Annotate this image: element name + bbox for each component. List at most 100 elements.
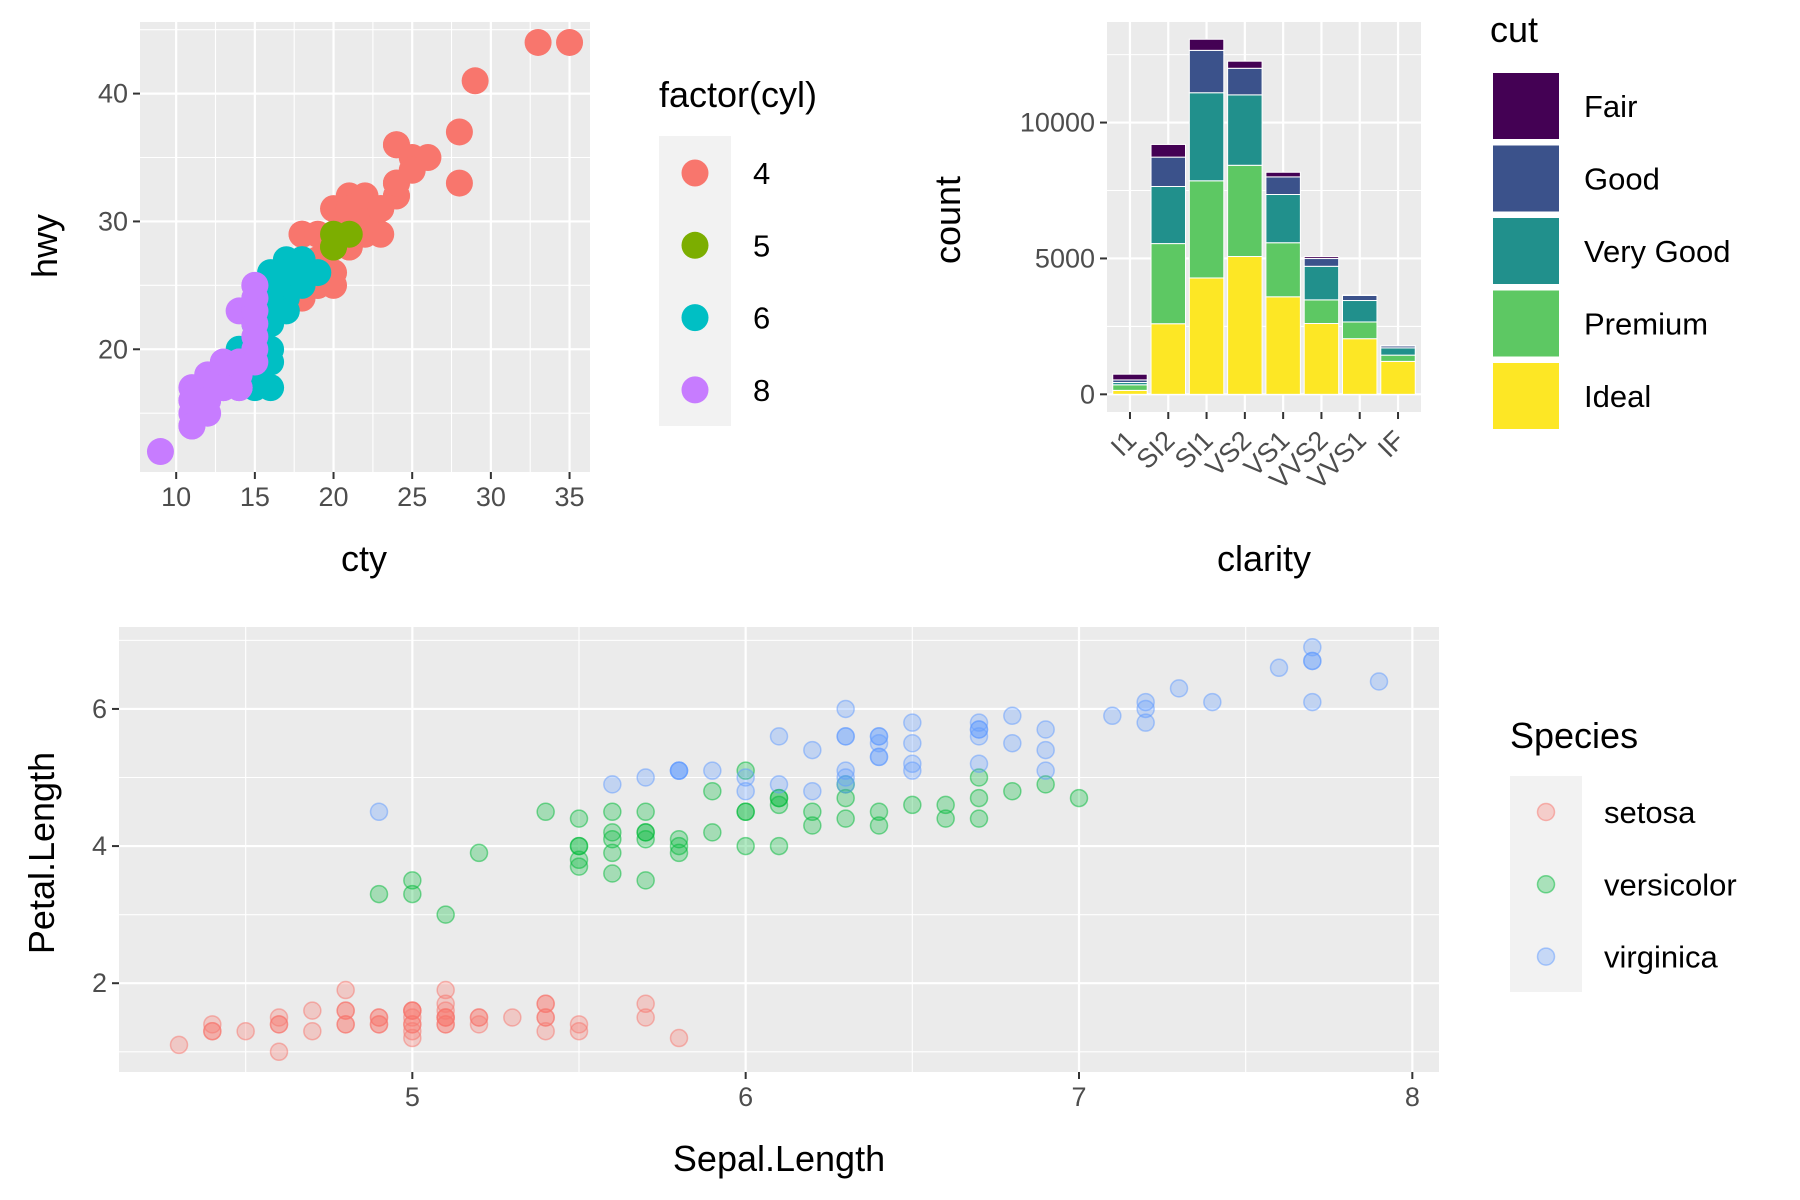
iris-point-setosa [303, 1001, 322, 1020]
mpg-point-cyl-4 [556, 28, 584, 56]
iris-point-setosa [203, 1021, 222, 1041]
mpg-point-cyl-4 [461, 67, 489, 95]
iris-point-virginica [1103, 706, 1122, 726]
bar-si1-premium [1188, 180, 1225, 279]
bar-si2-very-good [1150, 186, 1187, 245]
iris-point-setosa [336, 980, 355, 1000]
iris-point-versicolor [536, 802, 555, 822]
diamonds-y-axis-title: count [927, 176, 968, 264]
iris-point-versicolor [869, 816, 889, 835]
iris-point-setosa [569, 1021, 589, 1041]
bar-vvs2-good [1303, 258, 1340, 267]
iris-point-versicolor [436, 905, 455, 924]
diamonds-x-axis-title: clarity [1217, 538, 1311, 579]
mpg-point-cyl-4 [524, 28, 552, 56]
iris-point-setosa [269, 1042, 289, 1062]
iris-point-setosa [336, 1001, 355, 1020]
mpg-x-tick-label: 20 [319, 482, 349, 512]
cut-legend-label-ideal: Ideal [1584, 379, 1651, 414]
iris-point-setosa [403, 1008, 422, 1027]
mpg-legend-label-8: 8 [753, 373, 770, 408]
iris-point-setosa [436, 994, 455, 1014]
iris-x-tick-label: 6 [738, 1082, 753, 1112]
bar-vs2-premium [1227, 164, 1263, 258]
iris-point-setosa [403, 1015, 422, 1034]
iris-point-versicolor [603, 823, 622, 842]
iris-point-versicolor [736, 802, 755, 822]
mpg-scatter-panel: 20 30 40 10 15 20 25 30 35 cty hwy factor(cyl) 4… [24, 22, 817, 579]
iris-scatter-axes: 2 4 6 5 6 7 8 [92, 694, 1420, 1112]
iris-point-setosa [303, 1021, 322, 1041]
bar-i1-ideal [1112, 389, 1148, 395]
iris-point-versicolor [703, 781, 722, 801]
diamonds-bar-plot-area [1107, 22, 1421, 412]
iris-point-versicolor [903, 795, 922, 815]
mpg-y-tick-label: 40 [98, 79, 128, 109]
iris-point-versicolor [603, 829, 622, 849]
bar-if-ideal [1380, 360, 1416, 395]
bar-vvs1-premium [1342, 321, 1378, 340]
iris-point-setosa [369, 1015, 389, 1034]
iris-point-versicolor [769, 836, 789, 856]
iris-point-setosa [436, 1015, 455, 1034]
diamonds-y-tick-label: 10000 [1020, 108, 1095, 138]
cut-legend-label-premium: Premium [1584, 307, 1708, 342]
iris-point-versicolor [569, 836, 589, 856]
bar-if-very-good [1380, 347, 1416, 356]
iris-point-virginica [703, 761, 722, 780]
mpg-x-tick-label: 35 [555, 482, 585, 512]
iris-point-setosa [236, 1021, 255, 1041]
bar-vs2-very-good [1227, 94, 1263, 166]
iris-point-virginica [969, 720, 989, 739]
iris-point-virginica [969, 754, 989, 774]
iris-point-versicolor [636, 823, 655, 842]
bar-si1-very-good [1188, 92, 1225, 182]
iris-point-versicolor [669, 836, 689, 856]
bar-i1-fair [1112, 373, 1148, 381]
species-legend-key-virginica [1536, 947, 1556, 966]
cut-legend-key-good [1491, 143, 1561, 214]
iris-point-setosa [403, 1001, 422, 1020]
iris-point-versicolor [969, 809, 989, 828]
iris-point-virginica [1269, 658, 1289, 678]
mpg-point-cyl-8 [209, 374, 237, 402]
species-legend-key-background [1510, 776, 1582, 992]
bar-if-premium [1380, 354, 1416, 362]
cut-legend-key-fair [1491, 71, 1561, 141]
iris-x-tick-label: 8 [1405, 1082, 1420, 1112]
iris-point-versicolor [769, 795, 789, 815]
iris-point-versicolor [603, 843, 622, 863]
iris-point-versicolor [1036, 775, 1055, 794]
iris-point-virginica [1136, 713, 1155, 732]
iris-point-virginica [1003, 733, 1022, 753]
iris-point-virginica [1369, 672, 1389, 691]
cut-legend-title: cut [1490, 9, 1538, 50]
iris-point-virginica [836, 761, 855, 780]
iris-point-versicolor [636, 802, 655, 822]
iris-point-virginica [1036, 740, 1055, 760]
iris-point-virginica [736, 781, 755, 801]
iris-x-tick-label: 7 [1071, 1082, 1086, 1112]
mpg-legend: factor(cyl) 4 5 6 8 [659, 74, 817, 426]
iris-point-virginica [369, 802, 389, 822]
cut-legend-label-very-good: Very Good [1584, 234, 1730, 269]
iris-x-tick-label: 5 [405, 1082, 420, 1112]
iris-point-virginica [903, 713, 922, 732]
bar-vvs1-very-good [1342, 300, 1378, 323]
iris-point-setosa [569, 1015, 589, 1034]
iris-scatter-plot-area [119, 627, 1439, 1072]
bar-si2-good [1150, 156, 1187, 188]
iris-point-virginica [969, 713, 989, 732]
bar-vvs1-good [1342, 294, 1378, 302]
iris-point-versicolor [403, 871, 422, 890]
mpg-legend-key-8 [681, 376, 709, 404]
iris-point-versicolor [736, 761, 755, 780]
iris-point-virginica [1303, 692, 1322, 712]
iris-point-setosa [503, 1008, 522, 1027]
cut-legend: cut Fair Good Very Good Premium Ideal [1490, 9, 1730, 431]
iris-point-setosa [536, 1008, 555, 1027]
iris-point-setosa [536, 1021, 555, 1041]
iris-panel-background [119, 627, 1439, 1072]
mpg-point-cyl-8 [241, 348, 269, 376]
